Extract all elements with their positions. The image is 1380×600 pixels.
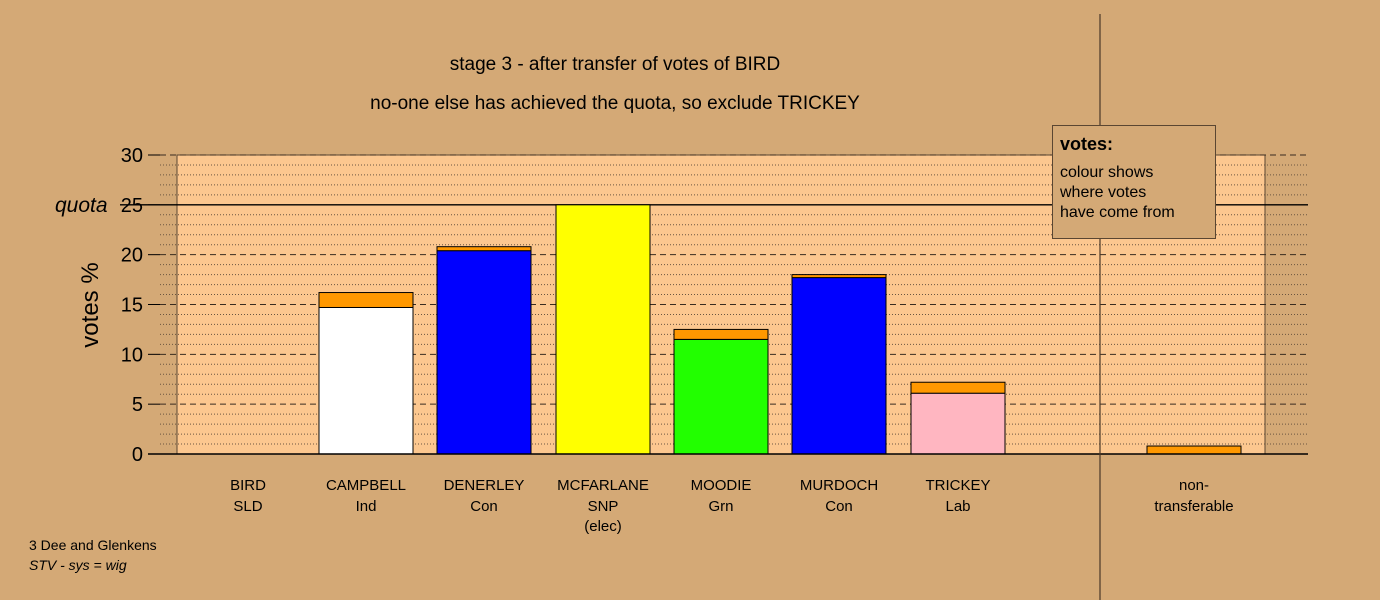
y-tick-label: 10 bbox=[121, 344, 143, 366]
footer-system: STV - sys = wig bbox=[29, 557, 127, 573]
bar-first-preference bbox=[673, 338, 769, 455]
x-category-label: DENERLEY bbox=[444, 477, 525, 494]
y-axis-label: votes % bbox=[77, 262, 104, 347]
bar-transfer bbox=[318, 292, 414, 308]
bar-first-preference bbox=[318, 306, 414, 455]
x-category-label: MOODIE bbox=[691, 477, 752, 494]
y-tick-label: 25 bbox=[121, 195, 143, 217]
bar-nontransferable bbox=[1146, 445, 1242, 455]
chart-title: stage 3 - after transfer of votes of BIR… bbox=[449, 54, 781, 75]
legend-line: colour shows bbox=[1060, 164, 1154, 181]
quota-label: quota bbox=[55, 194, 108, 217]
chart-subtitle: no-one else has achieved the quota, so e… bbox=[370, 93, 860, 114]
bar-transfer bbox=[673, 328, 769, 340]
y-tick-label: 5 bbox=[132, 394, 143, 416]
x-category-label: MURDOCH bbox=[800, 477, 878, 494]
x-category-label: TRICKEY bbox=[925, 477, 990, 494]
bar-transfer bbox=[791, 274, 887, 279]
legend-heading: votes: bbox=[1060, 134, 1114, 154]
legend-line: have come from bbox=[1060, 204, 1175, 221]
y-tick-label: 30 bbox=[121, 145, 143, 167]
footer-constituency: 3 Dee and Glenkens bbox=[29, 537, 157, 553]
legend-line: where votes bbox=[1060, 184, 1147, 201]
x-category-label: MCFARLANE bbox=[557, 477, 649, 494]
x-category-label: non- bbox=[1179, 477, 1209, 494]
x-party-label: SLD bbox=[233, 498, 262, 515]
x-note-label: (elec) bbox=[584, 518, 622, 535]
bar-first-preference bbox=[910, 392, 1006, 455]
y-tick-label: 0 bbox=[132, 444, 143, 466]
y-tick-label: 20 bbox=[121, 245, 143, 267]
x-party-label: SNP bbox=[588, 498, 619, 515]
bar-transfer bbox=[436, 246, 532, 252]
legend: votes: colour shows where votes have com… bbox=[1052, 125, 1216, 239]
x-party-label: Lab bbox=[945, 498, 970, 515]
x-category-label: transferable bbox=[1154, 498, 1233, 515]
bar-first-preference bbox=[555, 204, 651, 455]
bar-first-preference bbox=[791, 277, 887, 455]
bar-first-preference bbox=[436, 250, 532, 455]
x-party-label: Con bbox=[470, 498, 498, 515]
x-party-label: Grn bbox=[708, 498, 733, 515]
x-party-label: Ind bbox=[356, 498, 377, 515]
bar-transfer bbox=[910, 381, 1006, 394]
x-category-label: CAMPBELL bbox=[326, 477, 406, 494]
y-tick-label: 15 bbox=[121, 295, 143, 317]
x-category-label: BIRD bbox=[230, 477, 266, 494]
x-party-label: Con bbox=[825, 498, 853, 515]
